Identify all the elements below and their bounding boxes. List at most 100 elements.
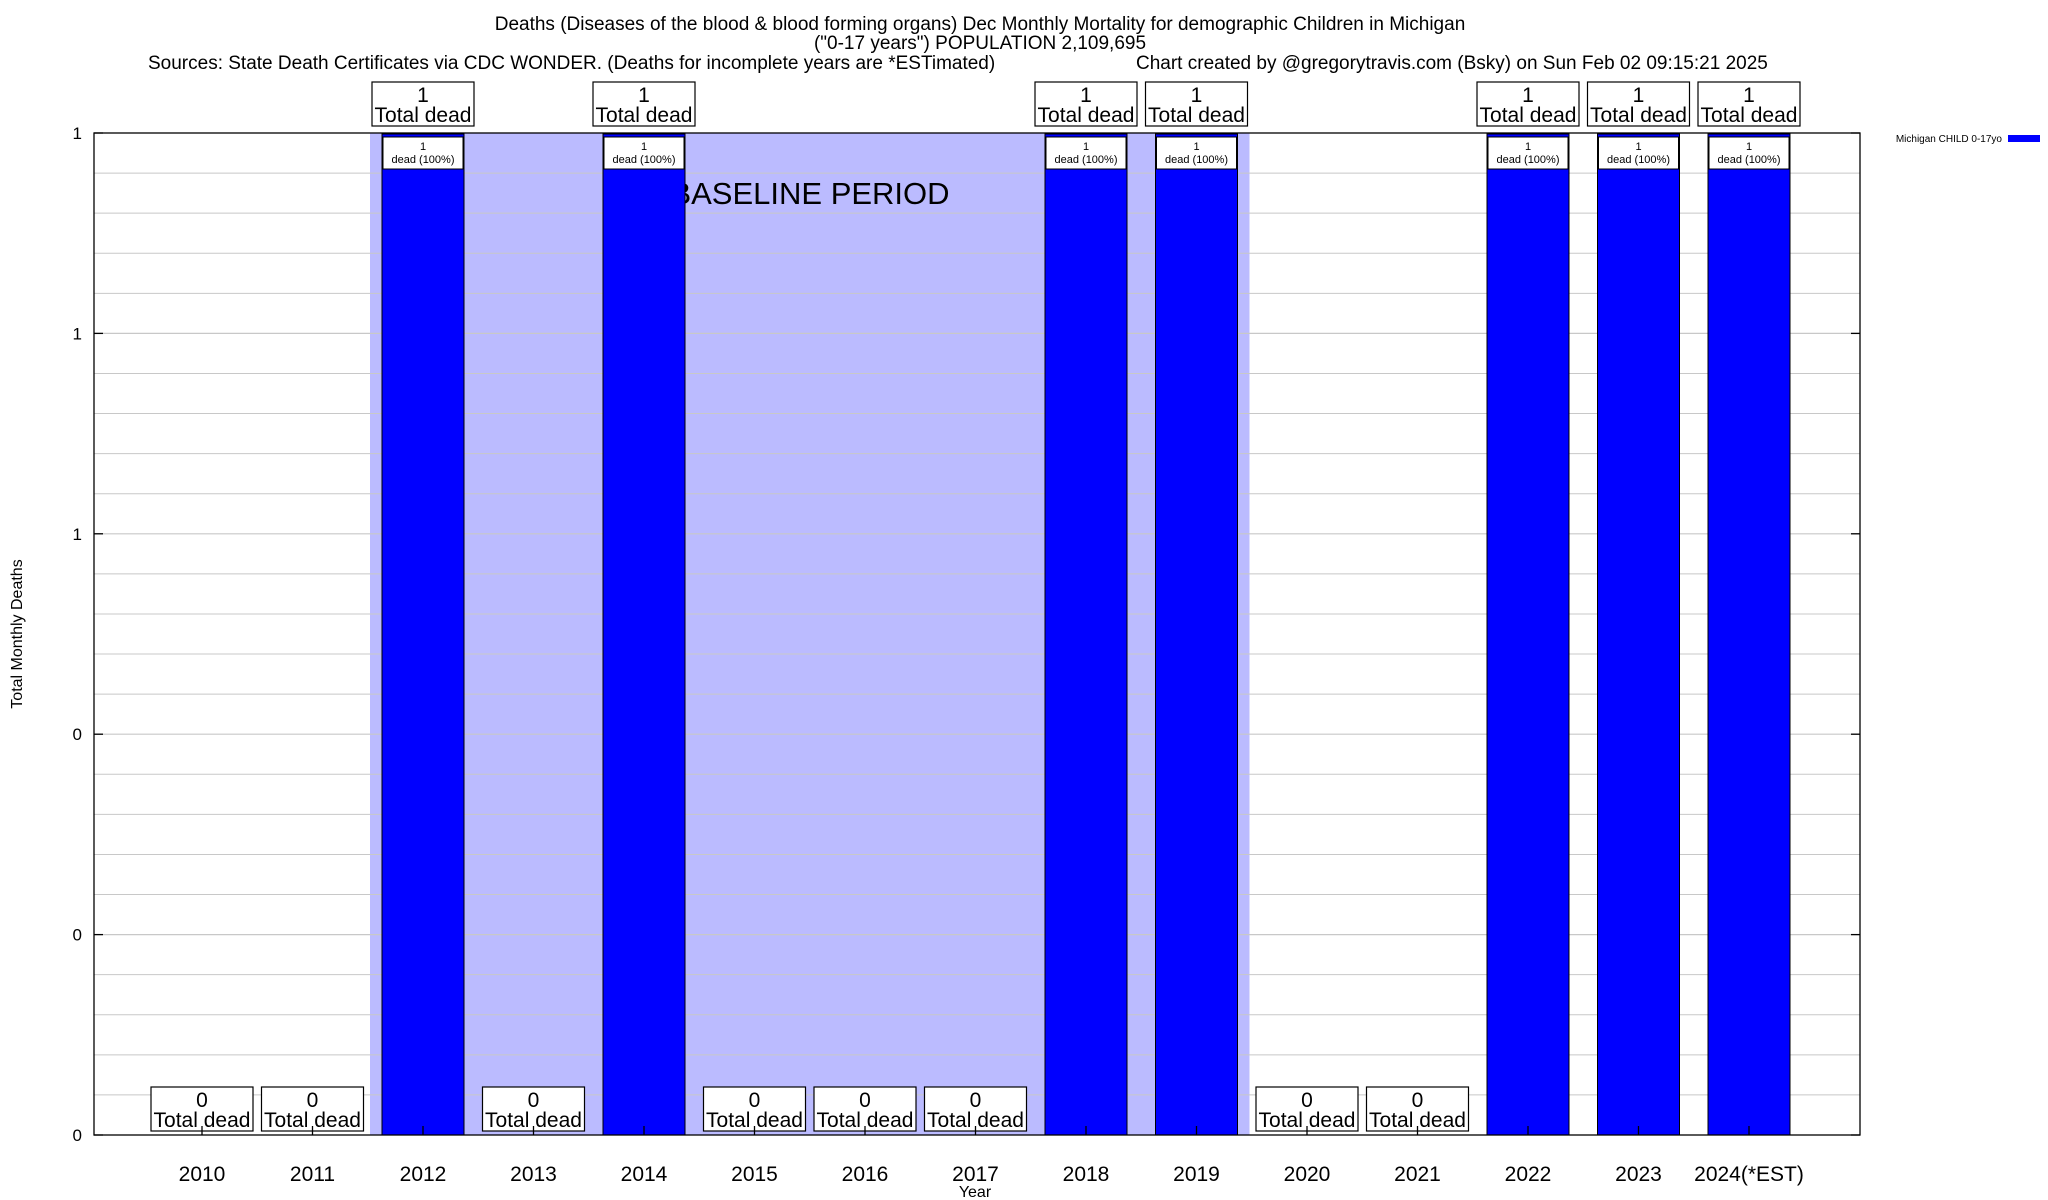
sources-note: Sources: State Death Certificates via CD… [148,53,996,74]
total-label-text: Total dead [706,1109,803,1132]
x-tick-label: 2012 [400,1163,447,1186]
legend-label: Michigan CHILD 0-17yo [1896,134,2003,145]
total-label-text: Total dead [485,1109,582,1132]
x-tick-label: 2011 [290,1163,335,1186]
total-label-box [1476,81,1580,127]
bar-inner-label-box [603,136,685,170]
total-label-value: 1 [638,84,650,107]
x-tick-label: 2016 [842,1163,889,1186]
bar-2014 [602,133,686,1136]
x-tick-label: 2020 [1284,1163,1331,1186]
baseline-period-label: BASELINE PERIOD [670,176,949,211]
total-label-box [702,1086,807,1132]
bar-inner-label-box [1708,136,1790,170]
total-label-value: 1 [1633,84,1645,107]
total-label-box [592,81,696,127]
bar-inner-label: 1 [1525,141,1531,153]
x-tick-label: 2024(*EST) [1694,1163,1804,1186]
total-label-text: Total dead [1038,104,1135,127]
y-tick-label: 1 [73,525,82,544]
bar-inner-label: dead (100%) [1497,154,1560,166]
total-label-value: 1 [417,84,429,107]
total-label-box [481,1086,586,1132]
total-label-box [923,1086,1028,1132]
bar-inner-label: 1 [1193,141,1199,153]
bar-2018 [1044,133,1128,1136]
bar-inner-label: dead (100%) [1165,154,1228,166]
plot-frame [93,132,1861,1136]
total-label-box [371,81,475,127]
bar-2022 [1486,133,1570,1136]
total-label-text: Total dead [927,1109,1024,1132]
y-tick-label: 0 [73,926,82,945]
total-label-box [1034,81,1138,127]
x-tick-label: 2014 [621,1163,668,1186]
total-label-box [813,1086,917,1132]
total-label-value: 0 [307,1089,319,1112]
total-label-value: 0 [1301,1089,1313,1112]
total-label-text: Total dead [1701,104,1798,127]
total-label-text: Total dead [154,1109,251,1132]
total-label-box [260,1086,365,1132]
y-tick-label: 0 [73,725,82,744]
total-label-text: Total dead [596,104,693,127]
total-label-value: 1 [1522,84,1534,107]
x-tick-label: 2010 [179,1163,226,1186]
chart-subtitle: ("0-17 years") POPULATION 2,109,695 [813,33,1147,54]
total-label-value: 1 [1191,84,1203,107]
total-label-value: 0 [196,1089,208,1112]
bar-inner-label-box [1598,136,1679,170]
bar-2023 [1597,133,1680,1136]
total-label-text: Total dead [1590,104,1687,127]
x-tick-label: 2015 [731,1163,778,1186]
bar-inner-label: dead (100%) [1607,154,1670,166]
bar-inner-label-box [382,136,464,170]
bar-2019 [1155,133,1238,1136]
total-label-text: Total dead [375,104,472,127]
chart-title: Deaths (Diseases of the blood & blood fo… [494,14,1466,35]
total-label-value: 0 [1412,1089,1424,1112]
x-axis-label: Year [959,1184,992,1200]
bar-inner-label: 1 [1635,141,1641,153]
total-label-text: Total dead [817,1109,914,1132]
bar-inner-label: 1 [641,141,647,153]
total-label-text: Total dead [1148,104,1245,127]
total-label-text: Total dead [1259,1109,1356,1132]
bar-inner-label: dead (100%) [392,154,455,166]
y-axis-label: Total Monthly Deaths [9,559,26,708]
total-label-value: 0 [859,1089,871,1112]
bar-inner-label: 1 [1746,141,1752,153]
y-tick-label: 1 [73,324,82,343]
total-label-text: Total dead [1480,104,1577,127]
bar-inner-label: dead (100%) [613,154,676,166]
total-label-box [150,1086,254,1132]
total-label-text: Total dead [1369,1109,1466,1132]
bar-inner-label: 1 [420,141,426,153]
total-label-value: 0 [749,1089,761,1112]
x-tick-label: 2022 [1505,1163,1552,1186]
x-tick-label: 2019 [1173,1163,1220,1186]
y-tick-label: 1 [73,124,82,143]
bar-2024(*EST) [1707,133,1791,1136]
x-tick-label: 2023 [1615,1163,1662,1186]
total-label-box [1586,81,1691,127]
bar-inner-label-box [1045,136,1127,170]
total-label-box [1144,81,1249,127]
chart-credit: Chart created by @gregorytravis.com (Bsk… [1136,53,1768,74]
total-label-text: Total dead [264,1109,361,1132]
x-tick-label: 2018 [1063,1163,1110,1186]
x-tick-label: 2017 [952,1163,999,1186]
bar-inner-label: dead (100%) [1718,154,1781,166]
total-label-value: 1 [1080,84,1092,107]
total-label-box [1697,81,1801,127]
x-tick-label: 2013 [510,1163,557,1186]
bar-inner-label: dead (100%) [1055,154,1118,166]
bar-inner-label-box [1487,136,1569,170]
legend-swatch [2008,135,2040,142]
bar-2012 [381,133,465,1136]
x-tick-label: 2021 [1394,1163,1441,1186]
bar-inner-label-box [1156,136,1237,170]
bar-inner-label: 1 [1083,141,1089,153]
total-label-value: 0 [528,1089,540,1112]
